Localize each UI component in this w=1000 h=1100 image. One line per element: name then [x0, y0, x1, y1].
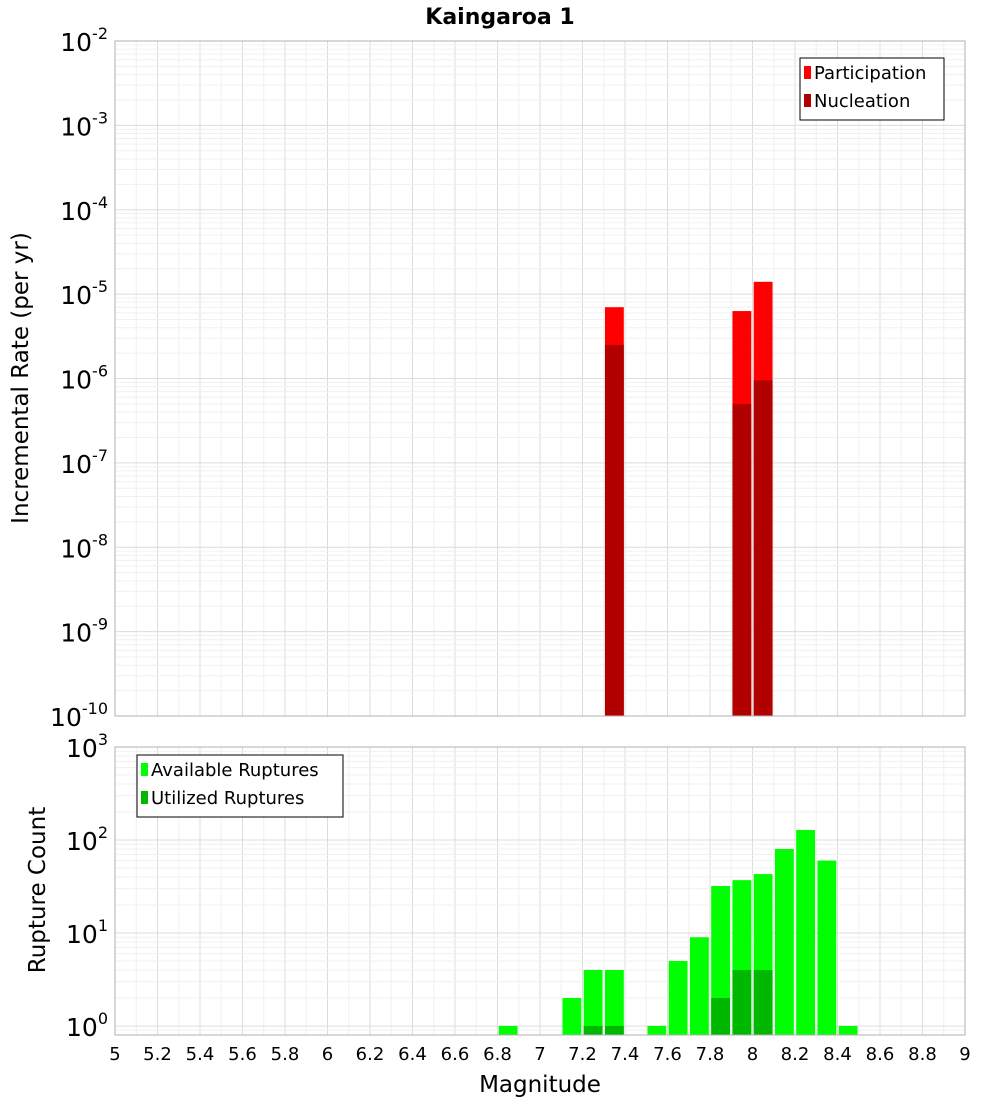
top-plot-frame: [114, 40, 966, 717]
bottom-bar-available-ruptures: [647, 1025, 667, 1035]
bottom-legend-label: Utilized Ruptures: [151, 788, 304, 809]
x-tick-label: 5.6: [228, 1044, 257, 1065]
x-tick-label: 7.8: [696, 1044, 725, 1065]
chart-title: Kaingaroa 1: [425, 5, 574, 30]
top-y-tick-label: 10-4: [60, 193, 108, 226]
x-tick-label: 7.4: [611, 1044, 640, 1065]
top-legend-box: [799, 57, 945, 121]
x-tick-label: 7: [534, 1044, 545, 1065]
x-tick-label: 8: [747, 1044, 758, 1065]
bottom-bar-available-ruptures: [562, 997, 582, 1035]
bottom-legend-swatch: [141, 791, 148, 804]
top-legend-label: Nucleation: [814, 91, 910, 112]
bottom-bar-utilized-ruptures: [732, 969, 752, 1035]
x-tick-label: 7.2: [568, 1044, 597, 1065]
bottom-bar-available-ruptures: [838, 1025, 858, 1035]
x-tick-label: 7.6: [653, 1044, 682, 1065]
bottom-y-tick-label: 103: [66, 730, 108, 763]
top-bar-nucleation: [732, 403, 752, 716]
top-y-tick-label: 10-3: [60, 108, 108, 141]
bottom-bar-available-ruptures: [774, 849, 794, 1035]
top-bar-nucleation: [753, 380, 773, 716]
top-y-tick-label: 10-9: [60, 615, 108, 648]
top-legend-swatch: [804, 66, 811, 79]
bottom-panel-rupture-count-chart: 100 101 102 103 5 5.2 5.4 5.6 5.8 6 6.2 6.4 6.6 6.8 7 7…: [66, 730, 971, 1065]
top-panel-rate-chart: 10-10 10-9 10-8 10-7 10-6 10-5 10-4 10-3 10-2 Par…: [50, 24, 966, 732]
x-tick-label: 8.6: [866, 1044, 895, 1065]
x-tick-label: 9: [959, 1044, 970, 1065]
bottom-bar-available-ruptures: [796, 830, 816, 1035]
x-tick-label: 8.8: [908, 1044, 937, 1065]
bottom-legend-label: Available Ruptures: [151, 760, 319, 781]
bottom-y-axis-label: Rupture Count: [25, 807, 51, 973]
top-y-tick-label: 10-8: [60, 530, 108, 563]
top-y-tick-label: 10-5: [60, 277, 108, 310]
bottom-legend: Available Ruptures Utilized Ruptures: [136, 754, 344, 818]
x-tick-label: 6.4: [398, 1044, 427, 1065]
x-axis-label: Magnitude: [479, 1072, 601, 1098]
top-bar-nucleation: [604, 344, 624, 716]
top-legend: Participation Nucleation: [799, 57, 945, 121]
top-y-tick-label: 10-2: [60, 24, 108, 57]
bottom-bar-available-ruptures: [817, 860, 837, 1035]
bottom-bar-utilized-ruptures: [604, 1025, 624, 1035]
bottom-bar-available-ruptures: [604, 969, 624, 1035]
x-tick-label: 6.8: [483, 1044, 512, 1065]
bottom-bar-available-ruptures: [668, 960, 688, 1035]
x-tick-label: 8.4: [823, 1044, 852, 1065]
bottom-bar-available-ruptures: [583, 969, 603, 1035]
bottom-legend-box: [136, 754, 344, 818]
x-tick-label: 5.4: [186, 1044, 215, 1065]
top-legend-label: Participation: [814, 63, 926, 84]
x-tick-label: 5: [109, 1044, 120, 1065]
x-tick-label: 8.2: [781, 1044, 810, 1065]
x-tick-label: 5.8: [271, 1044, 300, 1065]
top-legend-swatch: [804, 94, 811, 107]
bottom-plot-frame: [114, 746, 966, 1036]
bottom-bar-utilized-ruptures: [583, 1025, 603, 1035]
bottom-y-tick-label: 101: [66, 916, 108, 949]
bottom-bar-utilized-ruptures: [753, 969, 773, 1035]
x-tick-label: 6.6: [441, 1044, 470, 1065]
bottom-bar-available-ruptures: [711, 886, 731, 1035]
bottom-y-tick-label: 102: [66, 823, 108, 856]
x-tick-label: 6.2: [356, 1044, 385, 1065]
bottom-y-tick-label: 100: [66, 1009, 108, 1042]
top-y-tick-label: 10-6: [60, 362, 108, 395]
x-tick-label: 6: [322, 1044, 333, 1065]
top-y-tick-label: 10-7: [60, 446, 108, 479]
bottom-bar-available-ruptures: [498, 1025, 518, 1035]
top-y-axis-label: Incremental Rate (per yr): [8, 232, 34, 524]
bottom-bar-utilized-ruptures: [711, 997, 731, 1035]
bottom-legend-swatch: [141, 763, 148, 776]
bottom-bar-available-ruptures: [689, 937, 709, 1035]
x-tick-label: 5.2: [143, 1044, 172, 1065]
top-y-tick-label: 10-10: [50, 699, 108, 732]
